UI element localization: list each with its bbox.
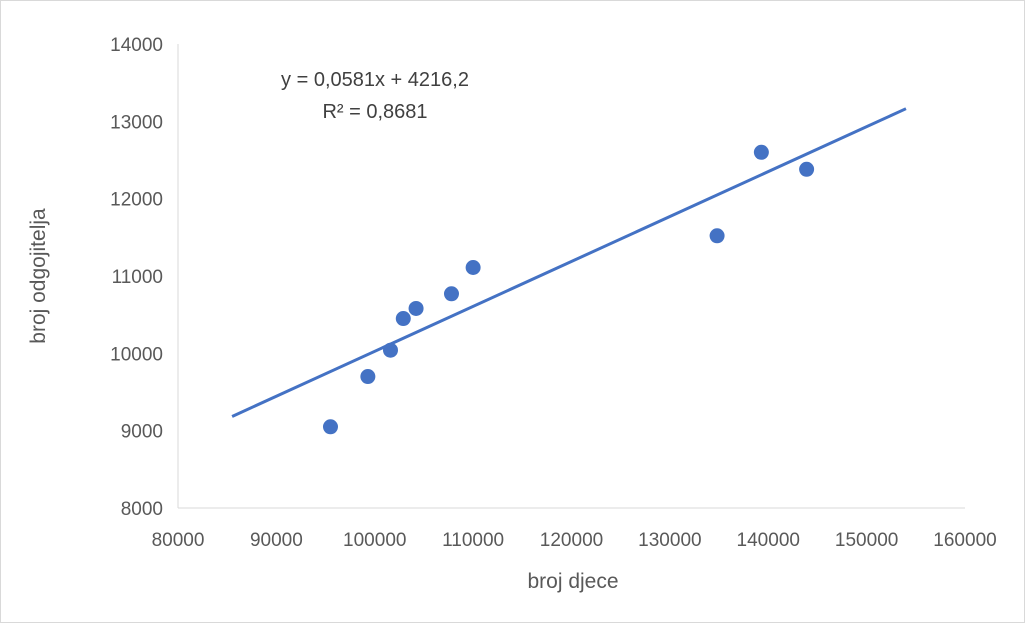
y-tick-label: 8000 <box>121 499 163 520</box>
data-points <box>322 144 815 435</box>
x-axis-title: broj djece <box>527 570 618 593</box>
data-point <box>443 286 459 302</box>
data-point <box>799 161 815 177</box>
data-point <box>360 369 376 385</box>
x-tick-label: 130000 <box>638 530 701 551</box>
data-point <box>465 259 481 275</box>
y-tick-label: 9000 <box>121 422 163 443</box>
x-tick-label: 140000 <box>737 530 800 551</box>
y-tick-label: 14000 <box>110 35 163 56</box>
y-axis-title: broj odgojitelja <box>27 208 50 344</box>
x-tick-label: 120000 <box>540 530 603 551</box>
x-tick-labels: 80000 90000 100000 110000 120000 130000 140000… <box>152 530 997 551</box>
y-tick-label: 12000 <box>110 190 163 211</box>
trendline-r-squared: R² = 0,8681 <box>322 101 427 123</box>
y-tick-label: 11000 <box>112 267 163 288</box>
x-tick-label: 90000 <box>250 530 303 551</box>
y-tick-labels: 8000 9000 10000 11000 12000 13000 14000 <box>110 35 163 520</box>
trendline <box>231 107 907 418</box>
x-tick-label: 110000 <box>442 530 504 551</box>
data-point <box>322 419 338 435</box>
trendline-equation: y = 0,0581x + 4216,2 <box>281 69 469 91</box>
y-tick-label: 10000 <box>110 344 163 365</box>
data-point <box>382 342 398 358</box>
data-point <box>408 300 424 316</box>
y-tick-label: 13000 <box>110 112 163 133</box>
x-tick-label: 100000 <box>343 530 406 551</box>
x-tick-label: 160000 <box>933 530 996 551</box>
data-point <box>709 228 725 244</box>
x-tick-label: 80000 <box>152 530 205 551</box>
x-tick-label: 150000 <box>835 530 898 551</box>
data-point <box>395 311 411 327</box>
axes <box>177 44 965 509</box>
data-point <box>753 144 769 160</box>
